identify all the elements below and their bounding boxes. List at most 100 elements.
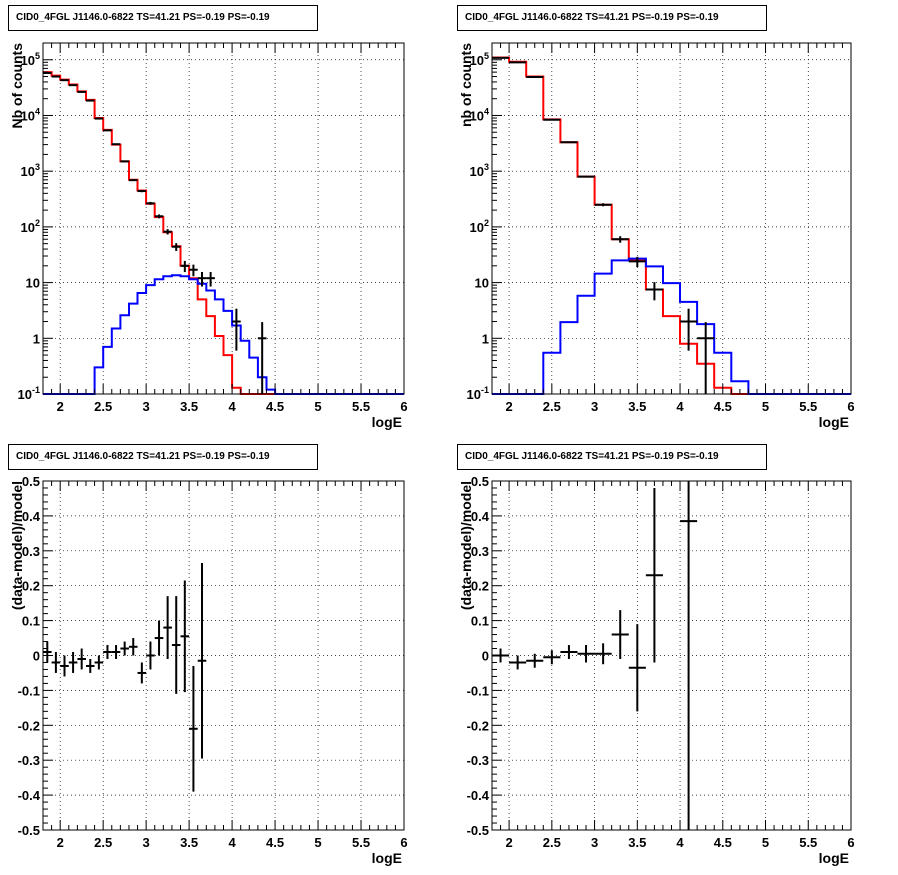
- y-tick-label: -0.3: [467, 753, 489, 768]
- histogram-series: [492, 56, 851, 395]
- x-tick-label: 2.5: [543, 399, 561, 414]
- x-tick-label: 4.5: [714, 835, 732, 850]
- data-point: [103, 645, 112, 659]
- x-tick-label: 5: [762, 399, 769, 414]
- data-point: [526, 653, 544, 668]
- y-tick-label: 0.5: [22, 474, 40, 489]
- y-tick-label: -0.1: [467, 683, 489, 698]
- y-tick-label: 0.3: [22, 544, 40, 559]
- x-tick-label: 3: [143, 835, 150, 850]
- histogram-series: [43, 71, 404, 395]
- histogram-series: [43, 274, 404, 395]
- data-point: [43, 641, 52, 663]
- x-tick-label: 6: [847, 835, 854, 850]
- x-tick-label: 4: [676, 835, 684, 850]
- grid: [492, 43, 851, 394]
- x-tick-label: 5.5: [352, 399, 370, 414]
- y-tick-label: 1: [482, 331, 489, 346]
- chart-svg: 2 2.5 3 3.5 4 4.5 5 5.5 6 10-1 1 10 102 103 104 105 logE…: [9, 42, 408, 430]
- chart-svg: 2 2.5 3 3.5 4 4.5 5 5.5 6 -0.5 -0.4 -0.3 -0.2 -0.1 0 0.…: [458, 474, 855, 866]
- data-point: [543, 650, 561, 665]
- data-point: [77, 648, 86, 670]
- data-point: [628, 624, 646, 712]
- chart-svg: 2 2.5 3 3.5 4 4.5 5 5.5 6 -0.5 -0.4 -0.3 -0.2 -0.1 0 0.…: [9, 474, 408, 866]
- chart-title: CID0_4FGL J1146.0-6822 TS=41.21 PS=-0.19…: [8, 444, 318, 470]
- data-point: [189, 264, 198, 277]
- grid: [492, 481, 851, 830]
- data-point: [94, 117, 104, 120]
- data-point: [163, 596, 172, 659]
- x-tick-label: 5: [314, 399, 321, 414]
- chart-bottom-left: CID0_4FGL J1146.0-6822 TS=41.21 PS=-0.19…: [0, 437, 449, 875]
- x-tick-label: 4: [228, 835, 236, 850]
- data-point: [94, 655, 104, 670]
- y-axis-label: nb of counts: [458, 43, 474, 127]
- data-point: [137, 662, 147, 684]
- x-tick-label: 3.5: [628, 835, 646, 850]
- x-axis-label: logE: [372, 414, 402, 430]
- x-tick-label: 4.5: [266, 835, 284, 850]
- x-tick-label: 5.5: [799, 399, 817, 414]
- x-tick-label: 2: [505, 399, 512, 414]
- x-tick-label: 2.5: [543, 835, 561, 850]
- x-tick-label: 6: [400, 835, 407, 850]
- data-point: [68, 652, 78, 673]
- y-tick-label: 0.1: [471, 614, 489, 629]
- data-point: [154, 214, 164, 219]
- x-tick-label: 3: [591, 399, 598, 414]
- grid: [43, 481, 404, 830]
- y-tick-label: 10: [26, 276, 40, 291]
- data-point: [171, 243, 181, 251]
- x-tick-label: 4: [228, 399, 236, 414]
- y-tick-label: 1: [33, 331, 40, 346]
- y-tick-label: 104: [21, 106, 40, 123]
- x-tick-label: 5.5: [352, 835, 370, 850]
- data-point: [697, 322, 715, 394]
- x-tick-label: 2: [57, 835, 64, 850]
- x-tick-label: 5: [762, 835, 769, 850]
- x-tick-label: 3: [143, 399, 150, 414]
- chart-bottom-right: CID0_4FGL J1146.0-6822 TS=41.21 PS=-0.19…: [449, 437, 898, 875]
- y-tick-label: 0.1: [22, 614, 40, 629]
- x-tick-label: 6: [847, 399, 854, 414]
- plot-frame: [491, 480, 852, 831]
- y-tick-label: -0.4: [467, 788, 490, 803]
- data-point: [189, 665, 198, 792]
- x-tick-label: 4.5: [714, 399, 732, 414]
- data-point: [146, 641, 155, 670]
- y-tick-label: 103: [21, 162, 40, 179]
- x-tick-label: 3.5: [180, 399, 198, 414]
- data-point: [60, 655, 69, 677]
- data-point: [120, 160, 129, 163]
- y-tick-label: -0.3: [18, 753, 40, 768]
- x-tick-label: 3.5: [628, 399, 646, 414]
- chart-title: CID0_4FGL J1146.0-6822 TS=41.21 PS=-0.19…: [457, 5, 767, 31]
- data-point: [628, 256, 646, 268]
- data-point: [577, 645, 595, 663]
- histogram-series: [492, 257, 851, 395]
- x-tick-label: 2: [57, 399, 64, 414]
- y-tick-label: 105: [470, 51, 489, 68]
- y-axis-label: Nb of counts: [9, 43, 25, 129]
- data-point: [128, 179, 138, 182]
- data-point: [594, 203, 612, 207]
- y-tick-label: 10-1: [467, 385, 489, 402]
- data-point: [645, 487, 663, 663]
- data-point: [611, 610, 629, 659]
- data-point: [594, 643, 612, 665]
- data-point: [232, 308, 241, 351]
- data-point: [171, 596, 181, 694]
- y-tick-label: 10: [475, 276, 489, 291]
- data-point: [120, 641, 129, 656]
- y-tick-label: 0.4: [22, 509, 41, 524]
- chart-title: CID0_4FGL J1146.0-6822 TS=41.21 PS=-0.19…: [8, 5, 318, 31]
- y-tick-label: -0.2: [467, 718, 489, 733]
- data-point: [197, 271, 207, 287]
- y-tick-label: -0.1: [18, 683, 40, 698]
- data-point: [257, 322, 267, 394]
- y-axis-label: (data-model)/model: [9, 481, 25, 610]
- data-point: [680, 308, 698, 351]
- chart-svg: 2 2.5 3 3.5 4 4.5 5 5.5 6 10-1 1 10 102 103 104 105 logE…: [458, 42, 855, 430]
- y-tick-label: 105: [21, 51, 40, 68]
- data-point: [611, 236, 629, 243]
